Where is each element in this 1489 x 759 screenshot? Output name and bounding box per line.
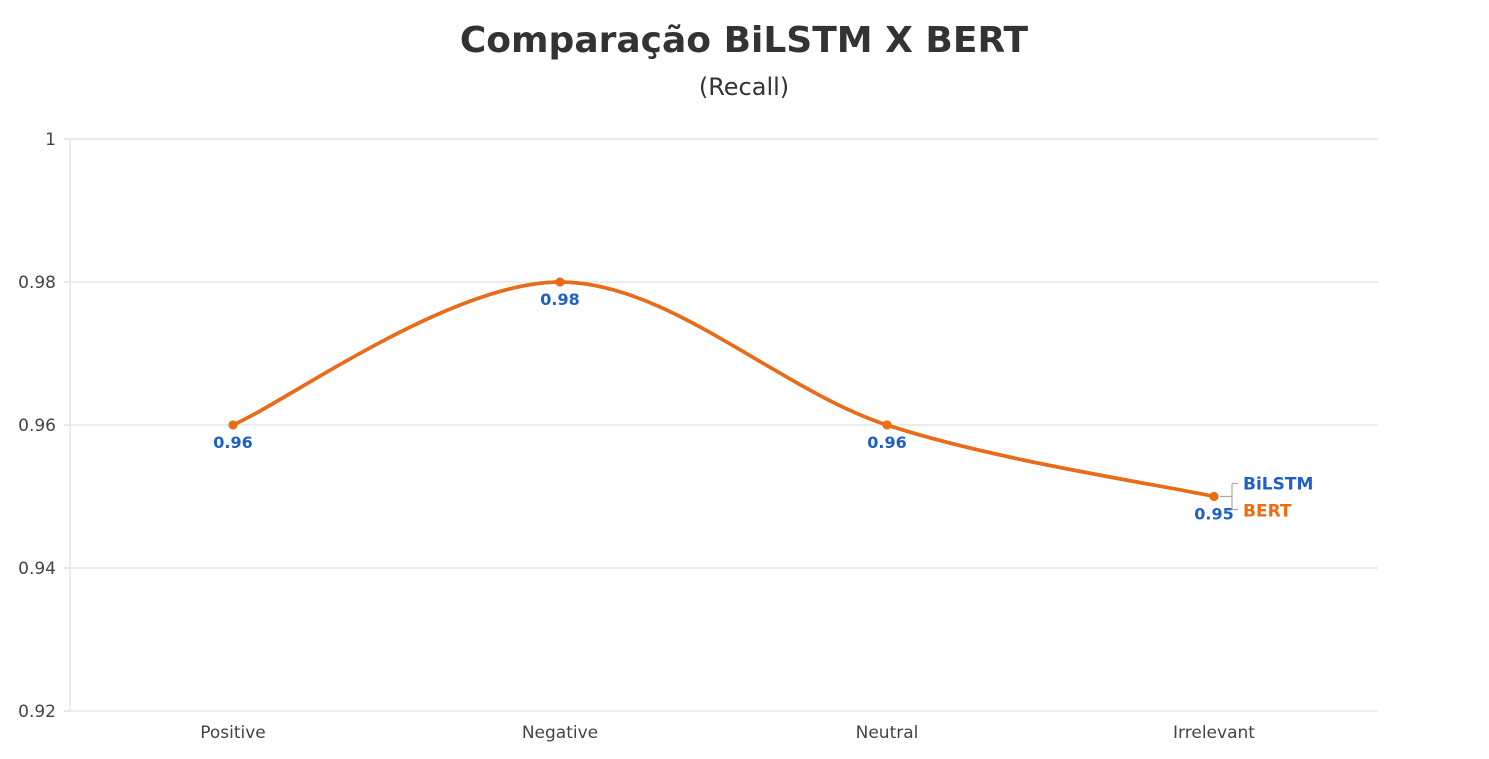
x-tick-label: Positive <box>200 723 266 743</box>
data-point-bert[interactable] <box>1209 492 1219 501</box>
series-line-bert <box>231 280 1216 499</box>
y-tick-label: 0.94 <box>18 559 56 579</box>
x-tick-label: Negative <box>522 723 598 743</box>
data-label: 0.98 <box>540 290 579 309</box>
legend-item-bilstm[interactable]: BiLSTM <box>1243 475 1313 495</box>
legend-item-bert[interactable]: BERT <box>1243 502 1292 522</box>
data-point-bert[interactable] <box>555 277 565 287</box>
x-tick-label: Neutral <box>856 723 919 743</box>
series-line-bilstm <box>231 280 1216 499</box>
legend-connector <box>1220 482 1238 511</box>
data-label: 0.96 <box>213 433 252 452</box>
x-tick-label: Irrelevant <box>1173 723 1255 743</box>
grid-layer <box>70 138 1378 712</box>
legend-layer: BiLSTM BERT <box>1220 475 1313 522</box>
data-point-bert[interactable] <box>882 420 892 430</box>
y-tick-label: 1 <box>45 130 56 150</box>
data-label: 0.96 <box>867 433 906 452</box>
y-tick-label: 0.92 <box>18 702 56 722</box>
axis-layer: 0.92 0.94 0.96 0.98 1 Positive Negative Neutral… <box>18 130 1255 743</box>
data-point-bert[interactable] <box>228 420 238 430</box>
data-label: 0.95 <box>1194 505 1233 524</box>
y-tick-label: 0.98 <box>18 273 56 293</box>
chart-subtitle: (Recall) <box>699 73 789 101</box>
y-tick-label: 0.96 <box>18 416 56 436</box>
data-label-layer: 0.96 0.98 0.96 0.95 <box>213 290 1233 524</box>
chart-title: Comparação BiLSTM X BERT <box>460 20 1029 61</box>
series-layer <box>228 277 1219 501</box>
